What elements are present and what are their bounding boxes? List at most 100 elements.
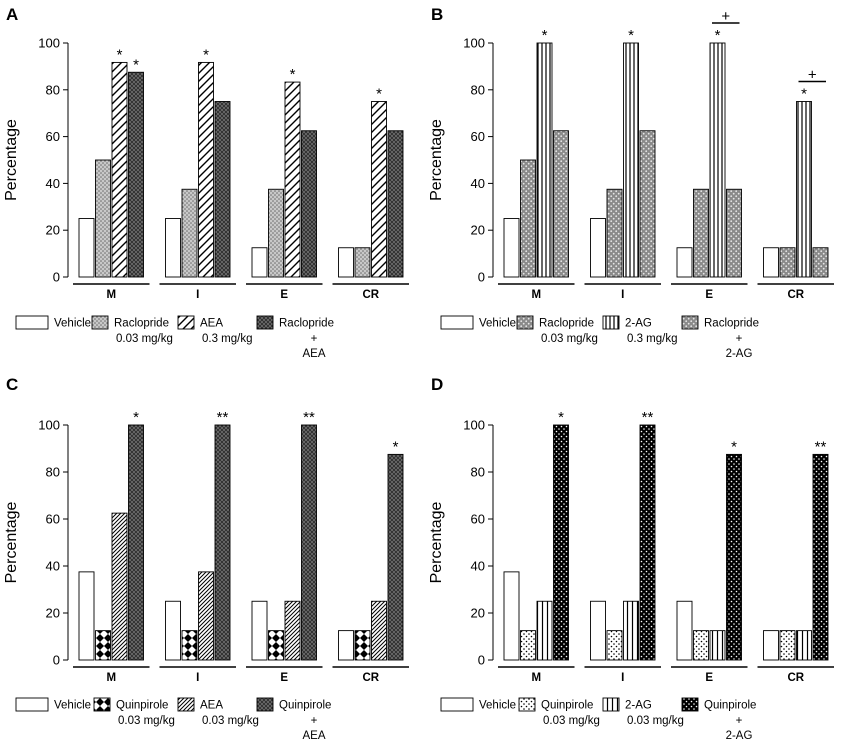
legend-label-2: Quinpirole: [541, 700, 593, 712]
legend-swatch-1: [440, 697, 474, 712]
bar-cr-series-4: [812, 247, 829, 278]
significance-mark: **: [303, 409, 315, 426]
legend-sublabel-4: +: [311, 715, 318, 727]
legend-sublabel-3: 0.3 mg/kg: [202, 333, 253, 345]
legend-sublabel-2: 0.03 mg/kg: [541, 333, 598, 345]
legend-label-1: Vehicle: [54, 700, 91, 712]
y-tick-label: 40: [46, 176, 60, 191]
y-tick-label: 0: [478, 270, 485, 285]
y-tick-label: 40: [471, 559, 485, 574]
y-tick-label: 80: [471, 465, 485, 480]
bar-e-series-2: [268, 188, 284, 278]
legend-swatch-1: [440, 315, 474, 330]
category-label-e: E: [705, 672, 713, 684]
panel-d: D Percentage 0 20 40 60 80 100 M I E CR * ** * ** Vehicl…: [425, 370, 850, 740]
bar-m-series-1: [78, 218, 95, 278]
y-axis-title: Percentage: [428, 119, 445, 201]
bar-e-series-2: [693, 188, 709, 278]
bar-m-series-1: [78, 571, 95, 661]
panel-label: A: [6, 5, 18, 24]
y-tick-label: 0: [478, 653, 485, 668]
legend-swatch-2: [91, 315, 109, 330]
legend-sublabel2-4: AEA: [302, 730, 325, 740]
legend-swatch-4: [681, 315, 699, 330]
legend-label-1: Vehicle: [54, 318, 91, 330]
legend-swatch-2: [518, 697, 536, 712]
bar-cr-series-2: [779, 630, 796, 661]
bar-i-series-3: [623, 600, 639, 661]
legend-swatch-2: [516, 315, 534, 330]
legend-sublabel-4: +: [736, 333, 743, 345]
bar-m-series-3: [111, 512, 128, 661]
legend-sublabel-3: 0.3 mg/kg: [627, 333, 678, 345]
comparison-mark: +: [808, 67, 817, 84]
legend-sublabel-2: 0.03 mg/kg: [118, 715, 175, 727]
legend-label-3: AEA: [200, 318, 223, 330]
significance-mark: *: [376, 86, 382, 103]
category-label-i: I: [621, 672, 624, 684]
legend-swatch-3: [602, 697, 620, 712]
bar-i-series-3: [198, 61, 214, 278]
category-label-m: M: [531, 672, 541, 684]
legend-swatch-4: [256, 315, 274, 330]
legend-swatch-3: [177, 315, 195, 330]
bar-e-series-2: [693, 630, 709, 661]
y-tick-label: 80: [471, 82, 485, 97]
panel-label: B: [431, 5, 443, 24]
legend-label-4: Raclopride: [279, 318, 334, 330]
y-axis-title: Percentage: [428, 501, 445, 583]
legend-label-2: Raclopride: [539, 318, 594, 330]
y-tick-label: 0: [53, 270, 60, 285]
significance-mark: **: [217, 409, 229, 426]
bar-m-series-2: [95, 630, 111, 661]
bar-cr-series-4: [812, 453, 829, 661]
bar-e-series-1: [251, 247, 268, 278]
y-tick-label: 20: [471, 606, 485, 621]
bar-cr-series-4: [387, 453, 404, 661]
bar-cr-series-2: [354, 247, 371, 278]
y-tick-label: 20: [46, 606, 60, 621]
legend-label-3: 2-AG: [625, 318, 652, 330]
y-axis-title: Percentage: [3, 501, 20, 583]
legend-swatch-4: [681, 697, 699, 712]
bar-e-series-3: [284, 600, 301, 661]
y-tick-label: 20: [471, 223, 485, 238]
y-tick-label: 80: [46, 465, 60, 480]
bar-i-series-1: [590, 218, 606, 278]
bar-i-series-2: [181, 188, 198, 278]
bar-cr-series-3: [796, 101, 812, 278]
legend-sublabel-3: 0.03 mg/kg: [202, 715, 259, 727]
legend-sublabel-2: 0.03 mg/kg: [116, 333, 173, 345]
bar-i-series-4: [639, 130, 656, 278]
bar-i-series-3: [198, 571, 214, 661]
legend-label-1: Vehicle: [479, 318, 516, 330]
bar-m-series-4: [128, 71, 144, 278]
bar-m-series-3: [536, 42, 553, 278]
bar-cr-series-1: [338, 630, 354, 661]
bar-i-series-3: [623, 42, 639, 278]
category-label-cr: CR: [787, 672, 804, 684]
bar-m-series-1: [503, 571, 520, 661]
legend-sublabel2-4: 2-AG: [726, 730, 753, 740]
bar-cr-series-3: [371, 101, 387, 278]
bar-i-series-2: [181, 630, 198, 661]
y-tick-label: 40: [471, 176, 485, 191]
bar-cr-series-4: [387, 130, 404, 278]
category-label-e: E: [280, 289, 288, 301]
significance-mark: *: [558, 409, 564, 426]
chart-a: A Percentage 0 20 40 60 80 100 M I E CR * * * * * Vehicle…: [3, 5, 409, 360]
legend-label-2: Quinpirole: [116, 700, 168, 712]
category-label-m: M: [106, 289, 116, 301]
bar-cr-series-3: [371, 600, 387, 661]
y-tick-label: 60: [46, 129, 60, 144]
significance-mark: *: [542, 27, 548, 44]
bar-m-series-2: [520, 630, 536, 661]
significance-mark: **: [642, 409, 654, 426]
bar-m-series-3: [536, 600, 553, 661]
bar-i-series-4: [639, 424, 656, 661]
category-label-m: M: [106, 672, 116, 684]
panel-a: A Percentage 0 20 40 60 80 100 M I E CR * * * * * Vehicle…: [0, 0, 425, 370]
panel-b: B Percentage 0 20 40 60 80 100 M I E CR * * * * + + Vehicl…: [425, 0, 850, 370]
